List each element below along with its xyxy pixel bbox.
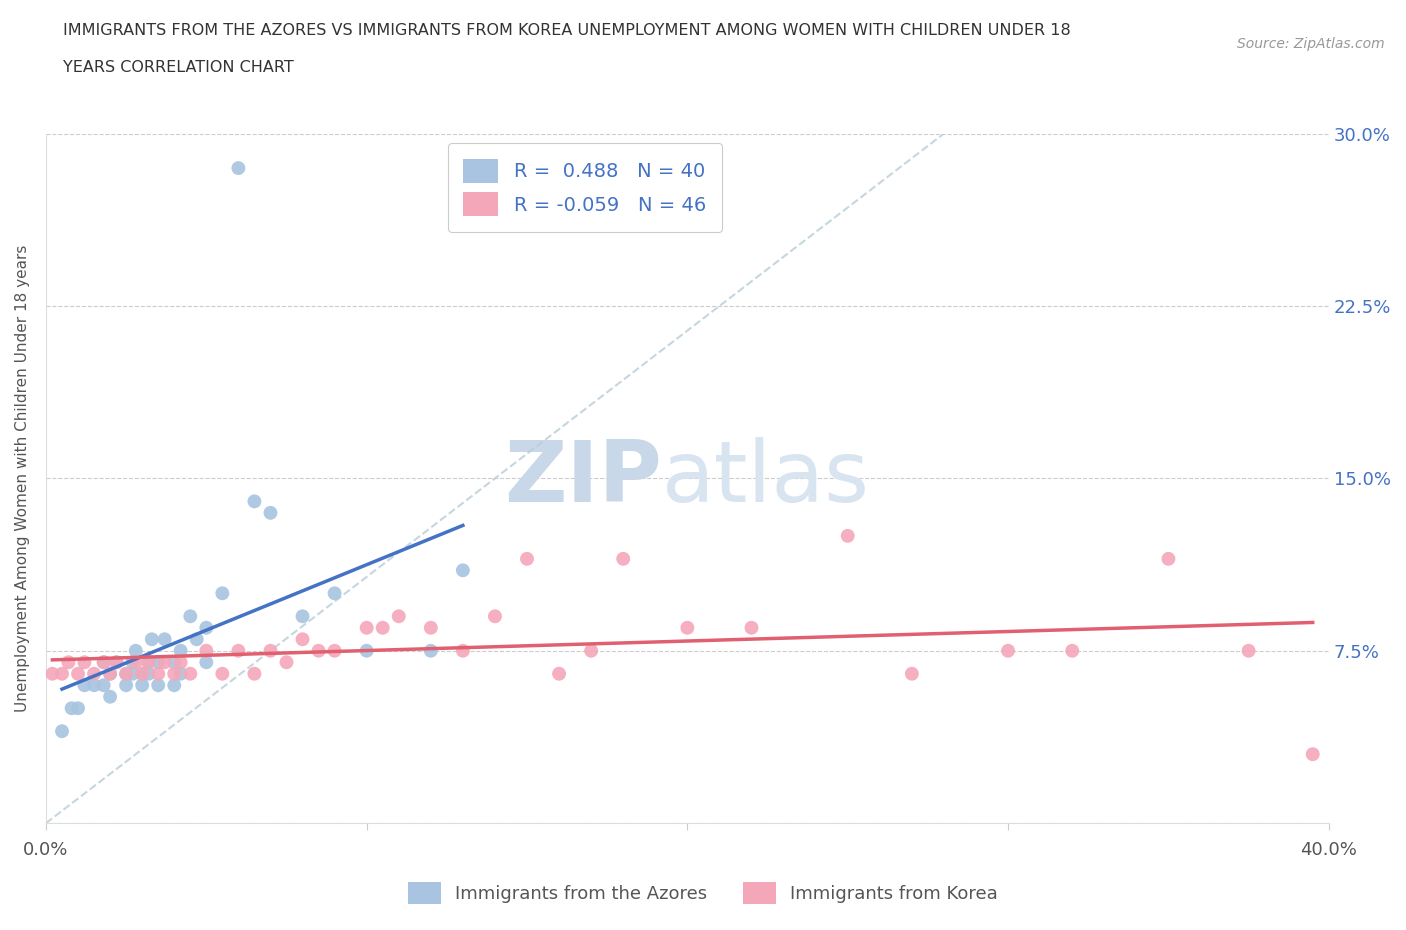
Text: IMMIGRANTS FROM THE AZORES VS IMMIGRANTS FROM KOREA UNEMPLOYMENT AMONG WOMEN WIT: IMMIGRANTS FROM THE AZORES VS IMMIGRANTS… xyxy=(63,23,1071,38)
Point xyxy=(308,644,330,658)
Point xyxy=(98,666,121,681)
Point xyxy=(93,655,115,670)
Point xyxy=(60,701,83,716)
Point xyxy=(837,528,859,543)
Point xyxy=(115,666,138,681)
Point xyxy=(291,631,314,646)
Point xyxy=(259,644,281,658)
Point xyxy=(997,644,1019,658)
Point xyxy=(98,666,121,681)
Point xyxy=(93,655,115,670)
Point xyxy=(211,586,233,601)
Point xyxy=(138,655,160,670)
Point xyxy=(105,655,128,670)
Point xyxy=(169,655,191,670)
Point xyxy=(388,609,411,624)
Point xyxy=(121,655,143,670)
Point xyxy=(148,666,170,681)
Point xyxy=(98,689,121,704)
Point xyxy=(451,563,474,578)
Point xyxy=(169,644,191,658)
Point xyxy=(58,655,80,670)
Point xyxy=(195,644,218,658)
Point xyxy=(67,666,90,681)
Point xyxy=(419,644,441,658)
Point xyxy=(741,620,763,635)
Point xyxy=(1302,747,1324,762)
Point xyxy=(115,678,138,693)
Point xyxy=(179,609,201,624)
Point xyxy=(179,666,201,681)
Point xyxy=(73,678,96,693)
Point xyxy=(83,678,105,693)
Point xyxy=(451,644,474,658)
Point xyxy=(676,620,699,635)
Point xyxy=(356,620,378,635)
Point xyxy=(153,631,176,646)
Point xyxy=(516,551,538,566)
Text: atlas: atlas xyxy=(662,437,870,520)
Point xyxy=(228,161,250,176)
Point xyxy=(612,551,634,566)
Point xyxy=(51,724,73,738)
Point xyxy=(121,666,143,681)
Point xyxy=(73,655,96,670)
Point xyxy=(83,666,105,681)
Point xyxy=(148,678,170,693)
Point xyxy=(115,666,138,681)
Point xyxy=(141,631,163,646)
Point xyxy=(138,666,160,681)
Point xyxy=(323,644,346,658)
Point xyxy=(51,666,73,681)
Point xyxy=(548,666,571,681)
Point xyxy=(125,655,148,670)
Point xyxy=(163,678,186,693)
Point xyxy=(125,644,148,658)
Point xyxy=(371,620,394,635)
Point xyxy=(163,666,186,681)
Point xyxy=(323,586,346,601)
Point xyxy=(243,494,266,509)
Point xyxy=(259,505,281,520)
Legend: Immigrants from the Azores, Immigrants from Korea: Immigrants from the Azores, Immigrants f… xyxy=(401,875,1005,911)
Point xyxy=(138,655,160,670)
Point xyxy=(153,655,176,670)
Point xyxy=(131,666,153,681)
Point xyxy=(105,655,128,670)
Point xyxy=(243,666,266,681)
Point xyxy=(1237,644,1260,658)
Text: YEARS CORRELATION CHART: YEARS CORRELATION CHART xyxy=(63,60,294,75)
Point xyxy=(131,678,153,693)
Point xyxy=(186,631,208,646)
Text: ZIP: ZIP xyxy=(503,437,662,520)
Point xyxy=(67,701,90,716)
Point xyxy=(1062,644,1084,658)
Point xyxy=(901,666,924,681)
Point xyxy=(276,655,298,670)
Point xyxy=(419,620,441,635)
Point xyxy=(211,666,233,681)
Point xyxy=(1157,551,1180,566)
Point xyxy=(195,655,218,670)
Point xyxy=(41,666,63,681)
Point xyxy=(579,644,602,658)
Point xyxy=(356,644,378,658)
Point xyxy=(163,655,186,670)
Point xyxy=(148,655,170,670)
Point xyxy=(228,644,250,658)
Point xyxy=(195,620,218,635)
Point xyxy=(484,609,506,624)
Legend: R =  0.488   N = 40, R = -0.059   N = 46: R = 0.488 N = 40, R = -0.059 N = 46 xyxy=(447,143,721,232)
Point xyxy=(93,678,115,693)
Point xyxy=(291,609,314,624)
Point xyxy=(131,666,153,681)
Text: Source: ZipAtlas.com: Source: ZipAtlas.com xyxy=(1237,37,1385,51)
Y-axis label: Unemployment Among Women with Children Under 18 years: Unemployment Among Women with Children U… xyxy=(15,245,30,712)
Point xyxy=(169,666,191,681)
